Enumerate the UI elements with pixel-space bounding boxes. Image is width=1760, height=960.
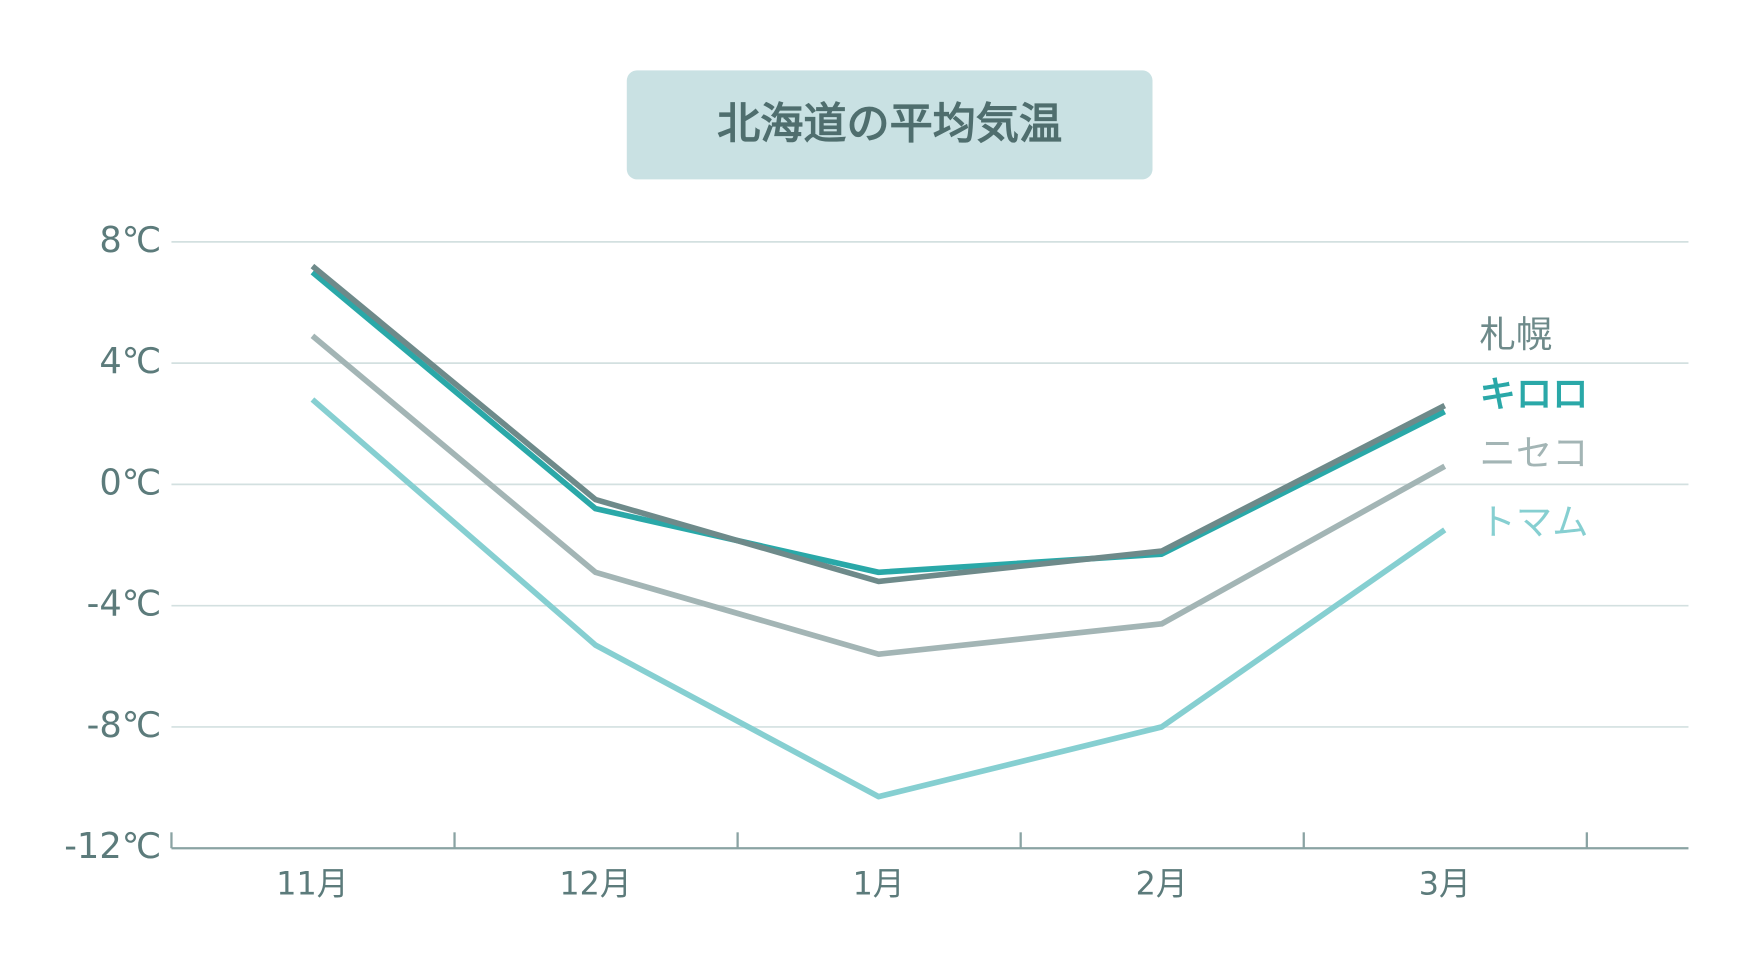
x-tick-label: 12月 [559,866,631,903]
legend-label: キロロ [1480,372,1589,415]
x-tick-label: 2月 [1136,866,1188,903]
legend-label: 札幌 [1480,313,1553,356]
y-tick-label: -12℃ [64,826,161,867]
y-tick-label: 0℃ [99,462,161,503]
x-tick-label: 11月 [276,866,348,903]
chart-title: 北海道の平均気温 [717,100,1062,150]
y-tick-label: 8℃ [99,220,161,261]
x-tick-label: 1月 [853,866,905,903]
y-tick-label: -8℃ [87,705,162,746]
series-line [310,397,1447,800]
series-line [310,269,1447,576]
title-box [626,70,1153,180]
series-line [310,333,1447,658]
x-tick-label: 3月 [1419,866,1471,903]
y-tick-label: -4℃ [87,584,162,625]
legend-label: トマム [1480,501,1589,544]
legend-label: ニセコ [1480,431,1589,474]
series-line [310,263,1447,585]
y-tick-label: 4℃ [99,341,161,382]
